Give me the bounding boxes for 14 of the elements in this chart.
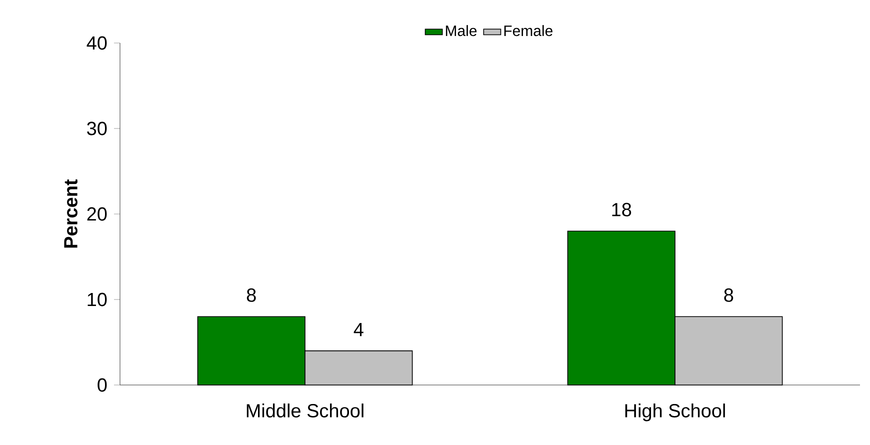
x-tick-label: Middle School: [246, 404, 364, 418]
data-label: 8: [724, 288, 734, 302]
y-axis-title: Percent: [64, 179, 78, 248]
x-tick-label: High School: [625, 404, 725, 422]
y-tick-label: 30: [87, 122, 107, 136]
data-label: 8: [246, 288, 256, 302]
y-tick-label: 40: [86, 36, 107, 50]
legend-label: Female: [504, 25, 552, 36]
legend-label: Male: [446, 25, 477, 36]
data-label: 4: [354, 323, 364, 336]
y-tick-label: 20: [87, 207, 107, 221]
y-tick-label: 0: [98, 378, 107, 392]
data-label: 18: [612, 202, 632, 216]
y-tick-label: 10: [88, 292, 107, 306]
